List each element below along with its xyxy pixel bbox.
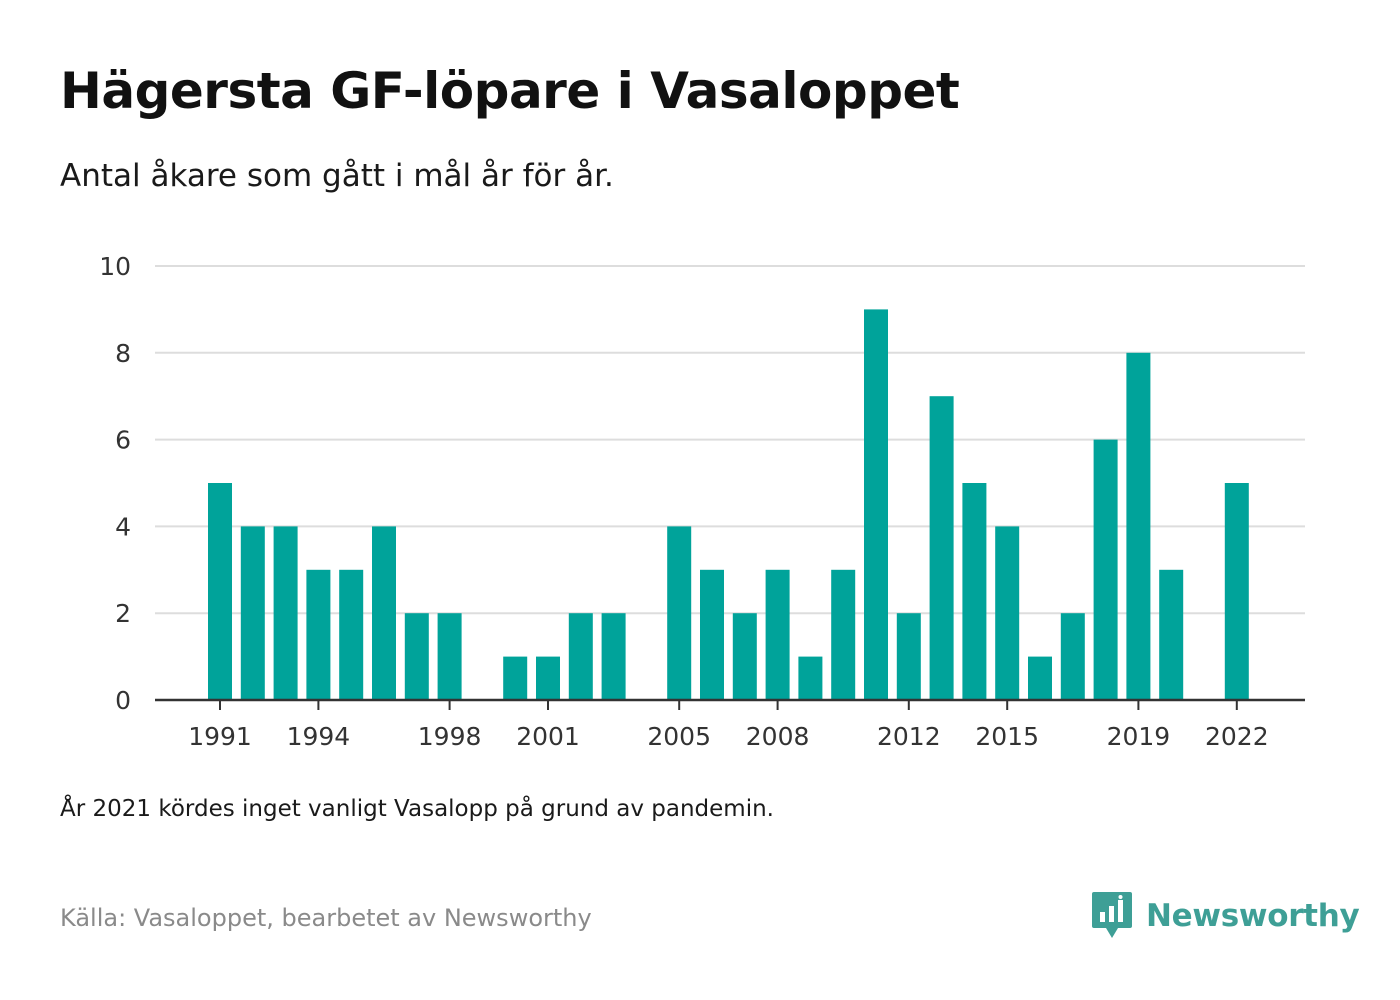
y-tick-label: 2 xyxy=(115,599,131,628)
bar-1994 xyxy=(306,569,331,700)
bar-2013 xyxy=(929,396,954,700)
y-tick-label: 4 xyxy=(115,512,131,541)
x-tick-label: 2019 xyxy=(1107,722,1171,751)
source-credit: Källa: Vasaloppet, bearbetet av Newswort… xyxy=(60,904,592,932)
bar-2011 xyxy=(864,309,888,700)
bar-2002 xyxy=(568,613,593,700)
x-tick-label: 2008 xyxy=(746,722,810,751)
x-tick-label: 1994 xyxy=(287,722,351,751)
bar-2012 xyxy=(896,613,921,700)
bar-2005 xyxy=(667,526,692,700)
bar-2007 xyxy=(732,613,757,700)
newsworthy-chart-logo-icon xyxy=(1092,892,1132,938)
x-tick-label: 2015 xyxy=(975,722,1039,751)
brand-name: Newsworthy xyxy=(1146,898,1360,934)
bar-2015 xyxy=(995,526,1020,700)
bar-1997 xyxy=(404,613,429,700)
bar-2018 xyxy=(1093,439,1118,700)
bar-1992 xyxy=(240,526,265,700)
bar-2017 xyxy=(1060,613,1085,700)
y-tick-label: 8 xyxy=(115,339,131,368)
bar-2003 xyxy=(601,613,626,700)
bar-2020 xyxy=(1159,569,1184,700)
bar-2010 xyxy=(831,569,856,700)
x-tick-label: 2012 xyxy=(877,722,941,751)
bar-2014 xyxy=(962,483,987,700)
bar-2008 xyxy=(765,569,790,700)
bar-2009 xyxy=(798,656,823,700)
bar-2001 xyxy=(536,656,560,700)
chart-title: Hägersta GF-löpare i Vasaloppet xyxy=(60,62,960,120)
bar-2019 xyxy=(1126,352,1151,700)
y-tick-label: 0 xyxy=(115,686,131,715)
x-tick-label: 2005 xyxy=(647,722,711,751)
chart-subtitle: Antal åkare som gått i mål år för år. xyxy=(60,158,614,194)
bars xyxy=(208,309,1249,700)
bar-1996 xyxy=(372,526,396,700)
x-axis-ticks: 1991 1994 1998 2001 2005 2008 2012 2015 2019 2022 xyxy=(188,700,1269,751)
bar-2006 xyxy=(700,569,724,700)
chart-footnote: År 2021 kördes inget vanligt Vasalopp på… xyxy=(60,796,774,822)
bar-1998 xyxy=(437,613,462,700)
x-tick-label: 1991 xyxy=(188,722,252,751)
y-tick-label: 6 xyxy=(115,426,131,455)
x-tick-label: 1998 xyxy=(418,722,482,751)
bar-1991 xyxy=(208,483,232,700)
bar-1995 xyxy=(339,569,364,700)
bar-chart: 0 2 4 6 8 10 1991 1994 1998 2001 2005 2008 2012 2015… xyxy=(99,252,1305,751)
y-axis-ticks: 0 2 4 6 8 10 xyxy=(99,252,131,715)
x-tick-label: 2001 xyxy=(516,722,580,751)
x-tick-label: 2022 xyxy=(1205,722,1269,751)
bar-2000 xyxy=(503,656,528,700)
y-tick-label: 10 xyxy=(99,252,131,281)
bar-1993 xyxy=(273,526,298,700)
bar-2022 xyxy=(1224,483,1249,700)
bar-2016 xyxy=(1028,656,1052,700)
newsworthy-brand: Newsworthy xyxy=(1090,890,1360,942)
